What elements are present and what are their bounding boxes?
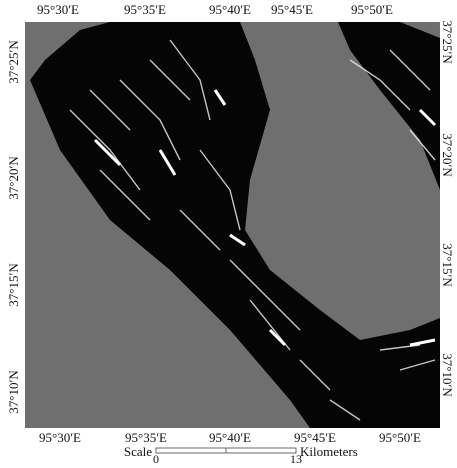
longitude-label: 95°30′E [39, 430, 81, 445]
longitude-label: 95°40′E [209, 430, 251, 445]
latitude-label: 37°25′N [6, 40, 21, 84]
longitude-label: 95°40′E [209, 2, 251, 17]
scale-label: Scale [124, 444, 152, 459]
longitude-label: 95°35′E [125, 430, 167, 445]
latitude-label: 37°25′N [440, 20, 455, 64]
latitude-label: 37°20′N [440, 133, 455, 177]
scale-bar: Scale 0 13 Kilometers [124, 444, 358, 463]
latitude-label: 37°10′N [440, 353, 455, 397]
scale-unit: Kilometers [300, 444, 358, 459]
left-labels: 37°25′N 37°20′N 37°15′N 37°10′N [6, 40, 21, 414]
map: 95°30′E 95°35′E 95°40′E 95°45′E 95°50′E … [0, 0, 457, 463]
right-labels: 37°25′N 37°20′N 37°15′N 37°10′N [440, 20, 455, 397]
latitude-label: 37°20′N [6, 156, 21, 200]
longitude-label: 95°45′E [294, 430, 336, 445]
latitude-label: 37°10′N [6, 370, 21, 414]
longitude-label: 95°35′E [124, 2, 166, 17]
longitude-label: 95°50′E [351, 2, 393, 17]
longitude-label: 95°30′E [37, 2, 79, 17]
longitude-label: 95°45′E [271, 2, 313, 17]
scale-start: 0 [153, 452, 159, 463]
latitude-label: 37°15′N [440, 243, 455, 287]
longitude-label: 95°50′E [379, 430, 421, 445]
top-labels: 95°30′E 95°35′E 95°40′E 95°45′E 95°50′E [37, 2, 393, 17]
latitude-label: 37°15′N [6, 263, 21, 307]
bottom-labels: 95°30′E 95°35′E 95°40′E 95°45′E 95°50′E [39, 430, 421, 445]
